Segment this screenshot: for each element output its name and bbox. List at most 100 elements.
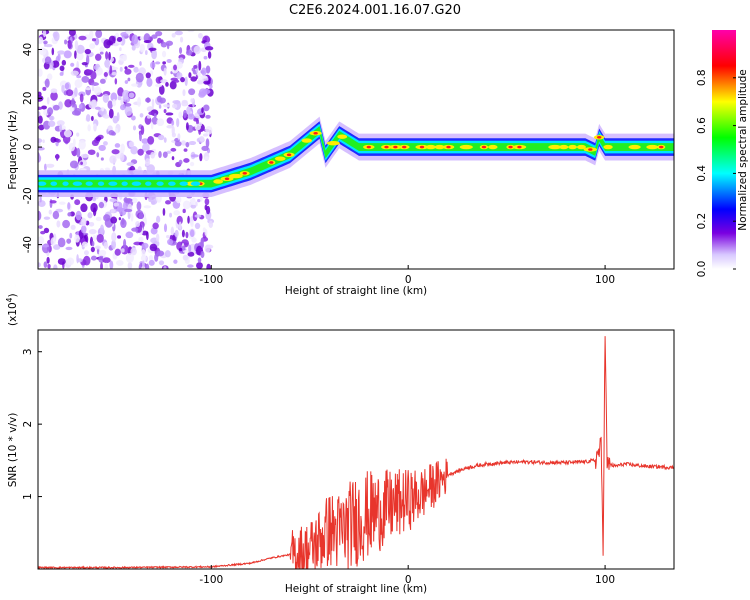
spectrogram-noise-speckle bbox=[99, 51, 104, 55]
snr-x-tick-label: 100 bbox=[595, 574, 615, 586]
spectrogram-noise-speckle bbox=[44, 43, 53, 48]
spectrogram-noise-speckle bbox=[90, 246, 95, 253]
spectrogram-noise-speckle bbox=[197, 257, 202, 263]
spectrogram-noise-speckle bbox=[114, 128, 119, 134]
spectrogram-noise-speckle bbox=[120, 31, 129, 37]
spectrogram-noise-speckle bbox=[203, 55, 208, 60]
spectrogram-noise-speckle bbox=[57, 258, 66, 265]
spectrogram-peak bbox=[481, 145, 487, 149]
snr-frame bbox=[37, 329, 675, 570]
spectrogram-noise-speckle bbox=[189, 229, 195, 237]
spectrogram-noise-speckle bbox=[78, 140, 86, 150]
colorbar-tick-label: 0.0 bbox=[696, 261, 708, 278]
spectrogram-noise-speckle bbox=[92, 123, 97, 132]
spectrogram-noise-speckle bbox=[41, 105, 47, 110]
colorbar-tick-label: 0.8 bbox=[696, 69, 708, 86]
spectrogram-noise-speckle bbox=[175, 196, 182, 204]
spectrogram-hotspot bbox=[326, 141, 340, 146]
spectrogram-noise-speckle bbox=[120, 104, 126, 111]
spectrogram-hotspot bbox=[459, 144, 473, 150]
spectrogram-noise-speckle bbox=[117, 95, 122, 101]
spectrogram-noise-speckle bbox=[70, 224, 76, 230]
spectrogram-noise-speckle bbox=[46, 163, 55, 168]
spectrogram-noise-speckle bbox=[38, 142, 41, 147]
spectrogram-x-tick-label: 100 bbox=[595, 274, 615, 286]
spectrogram-marks bbox=[38, 30, 674, 269]
spectrogram-noise-speckle bbox=[209, 84, 213, 89]
spectrogram-noise-speckle bbox=[149, 243, 158, 252]
spectrogram-noise-speckle bbox=[38, 152, 41, 163]
spectrogram-noise-speckle bbox=[59, 65, 65, 72]
spectrogram-noise-speckle bbox=[190, 98, 195, 103]
spectrogram-noise-speckle bbox=[166, 234, 170, 239]
spectrogram-noise-speckle bbox=[98, 249, 107, 256]
spectrogram-peak bbox=[596, 136, 602, 139]
spectrogram-noise-speckle bbox=[87, 124, 91, 132]
spectrogram-noise-speckle bbox=[161, 50, 167, 58]
spectrogram-noise-speckle bbox=[167, 238, 174, 245]
spectrogram-noise-speckle bbox=[202, 133, 209, 137]
spectrogram-noise-speckle bbox=[131, 227, 139, 232]
spectrogram-noise-speckle bbox=[103, 141, 108, 146]
spectrogram-noise-speckle bbox=[144, 217, 147, 226]
spectrogram-noise-speckle bbox=[200, 75, 208, 79]
spectrogram-noise-speckle bbox=[188, 72, 192, 79]
spectrogram-noise-speckle bbox=[90, 82, 99, 86]
spectrogram-noise-speckle bbox=[173, 64, 178, 71]
spectrogram-noise-speckle bbox=[197, 72, 201, 77]
spectrogram-noise-speckle bbox=[181, 229, 185, 238]
spectrogram-noise-speckle bbox=[74, 87, 78, 97]
spectrogram-noise-speckle bbox=[200, 250, 205, 259]
spectrogram-noise-speckle bbox=[139, 131, 142, 142]
spectrogram-noise-speckle bbox=[103, 214, 111, 222]
spectrogram-hotspot bbox=[337, 134, 348, 139]
spectrogram-noise-speckle bbox=[103, 72, 108, 77]
spectrogram-noise-speckle bbox=[153, 113, 157, 118]
spectrogram-noise-speckle bbox=[124, 106, 133, 117]
spectrogram-blob bbox=[179, 181, 188, 186]
spectrogram-noise-speckle bbox=[116, 36, 123, 43]
spectrogram-noise-speckle bbox=[150, 122, 154, 130]
spectrogram-noise-speckle bbox=[141, 230, 149, 236]
spectrogram-noise-speckle bbox=[100, 157, 104, 161]
snr-y-tick-label: 1 bbox=[22, 493, 34, 500]
spectrogram-hotspot bbox=[301, 138, 313, 143]
snr-panel: -100 0 100 1 2 3 Height of straight line (km… bbox=[5, 293, 675, 595]
spectrogram-blob bbox=[121, 181, 128, 186]
spectrogram-noise-speckle bbox=[39, 196, 42, 203]
spectrogram-noise-speckle bbox=[204, 46, 214, 51]
spectrogram-noise-speckle bbox=[157, 134, 165, 141]
spectrogram-noise-speckle bbox=[74, 40, 79, 51]
spectrogram-noise-speckle bbox=[51, 60, 60, 68]
spectrogram-noise-speckle bbox=[125, 252, 134, 263]
spectrogram-noise-speckle bbox=[170, 147, 177, 152]
spectrogram-noise-speckle bbox=[183, 158, 190, 163]
spectrogram-noise-speckle bbox=[102, 114, 110, 119]
spectrogram-noise-speckle bbox=[88, 228, 97, 235]
spectrogram-noise-speckle bbox=[50, 88, 58, 94]
spectrogram-noise-speckle bbox=[119, 54, 126, 62]
spectrogram-noise-speckle bbox=[125, 30, 134, 35]
spectrogram-noise-speckle bbox=[42, 86, 47, 91]
spectrogram-blob bbox=[38, 181, 47, 186]
spectrogram-noise-speckle bbox=[43, 227, 50, 234]
spectrogram-hotspot bbox=[576, 144, 586, 150]
spectrogram-noise-speckle bbox=[74, 78, 83, 88]
spectrogram-noise-speckle bbox=[38, 262, 41, 268]
spectrogram-noise-speckle bbox=[80, 217, 87, 227]
spectrogram-noise-speckle bbox=[145, 72, 151, 79]
spectrogram-noise-speckle bbox=[158, 150, 162, 158]
spectrogram-noise-speckle bbox=[139, 43, 145, 53]
spectrogram-noise-speckle bbox=[62, 219, 71, 229]
spectrogram-noise-speckle bbox=[151, 34, 158, 39]
spectrogram-noise-speckle bbox=[144, 50, 148, 55]
spectrogram-noise-speckle bbox=[194, 222, 201, 230]
spectrogram-noise-speckle bbox=[96, 152, 100, 158]
spectrogram-noise-speckle bbox=[64, 39, 68, 45]
spectrogram-noise-speckle bbox=[171, 32, 176, 38]
spectrogram-noise-speckle bbox=[90, 255, 97, 261]
spectrogram-noise-speckle bbox=[94, 245, 101, 250]
spectrogram-blob bbox=[131, 181, 142, 186]
spectrogram-noise-speckle bbox=[176, 117, 180, 128]
spectrogram-noise-speckle bbox=[204, 198, 210, 206]
